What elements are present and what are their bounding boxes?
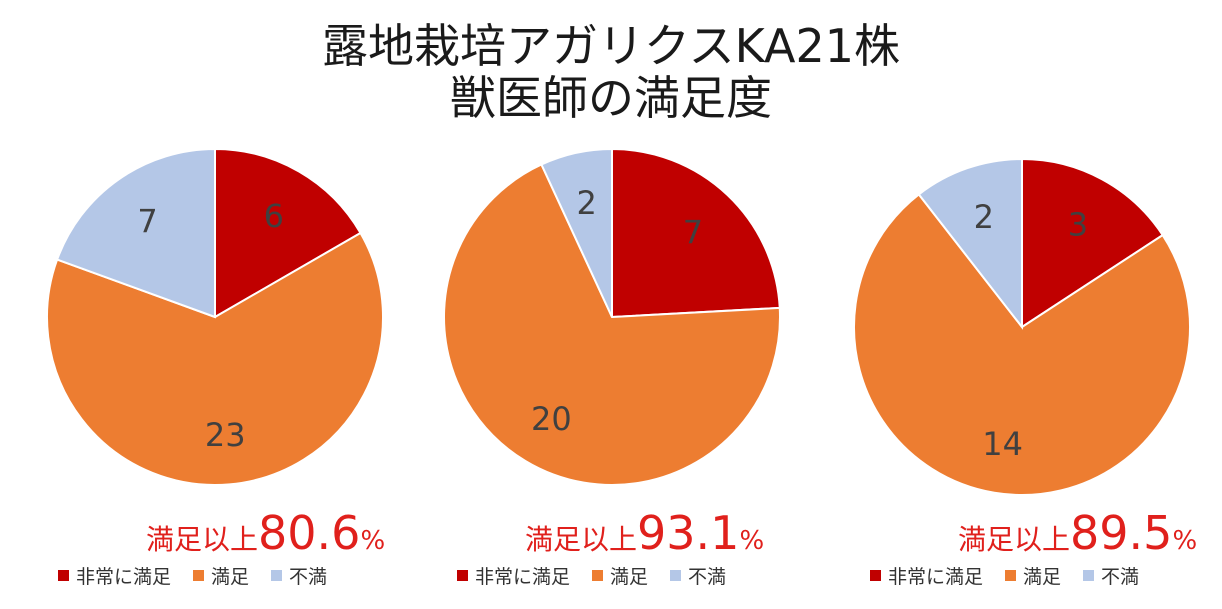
pie-slice-very-satisfied [611, 147, 781, 319]
legend-item-very-satisfied-1: 非常に満足 [58, 562, 171, 589]
pie-slice-satisfied [443, 163, 781, 486]
summary-1: 満足以上 80.6 % [146, 506, 385, 560]
legend-label: 不満 [1101, 566, 1140, 588]
data-label-very-satisfied: 6 [264, 197, 284, 235]
summary-label-3: 満足以上 [958, 523, 1071, 556]
pie-slice-dissatisfied [917, 157, 1023, 330]
legend-item-dissatisfied-2: 不満 [670, 562, 726, 589]
percent-sign-2: % [739, 526, 765, 556]
data-label-very-satisfied: 7 [683, 214, 703, 252]
legend-swatch [870, 570, 881, 581]
pie-slice-satisfied [46, 231, 384, 486]
data-label-satisfied: 23 [205, 416, 246, 454]
data-label-dissatisfied: 2 [577, 184, 597, 222]
legend-item-satisfied-3: 満足 [1005, 562, 1061, 589]
legend-label: 非常に満足 [888, 566, 984, 588]
legend-2: 非常に満足 満足 不満 [457, 562, 726, 589]
pie-chart-2: 7 20 2 満足以上 93.1 % 非常に満足 満足 不満 [407, 140, 817, 609]
data-label-dissatisfied: 2 [974, 198, 994, 236]
pie-slice-dissatisfied [55, 147, 216, 319]
summary-label-2: 満足以上 [525, 523, 638, 556]
legend-label: 不満 [688, 566, 727, 588]
pie-slice-satisfied [853, 193, 1191, 496]
legend-swatch [592, 570, 604, 581]
data-label-very-satisfied: 3 [1068, 206, 1088, 244]
legend-item-very-satisfied-2: 非常に満足 [457, 562, 570, 589]
percent-sign-3: % [1172, 526, 1198, 556]
legend-label: 満足 [211, 566, 250, 588]
summary-value-3: 89.5 [1070, 506, 1173, 560]
legend-swatch [58, 570, 69, 581]
legend-3: 非常に満足 満足 不満 [870, 562, 1139, 589]
legend-swatch [1083, 570, 1095, 581]
legend-swatch [670, 570, 682, 581]
pie-chart-3: 3 14 2 満足以上 89.5 % 非常に満足 満足 不満 [808, 140, 1218, 609]
pie-slice-very-satisfied [214, 147, 362, 319]
percent-sign-1: % [360, 526, 386, 556]
legend-item-satisfied-1: 満足 [193, 562, 249, 589]
legend-swatch [457, 570, 468, 581]
summary-label-1: 満足以上 [146, 523, 259, 556]
title-line-2: 獣医師の満足度 [450, 71, 772, 125]
title-line-1: 露地栽培アガリクスKA21株 [322, 19, 900, 73]
pie-chart-1-svg: 6 23 7 [46, 147, 384, 486]
chart-title: 露地栽培アガリクスKA21株 獣医師の満足度 [0, 20, 1222, 124]
legend-label: 非常に満足 [76, 566, 172, 588]
data-label-satisfied: 14 [982, 425, 1023, 463]
pie-chart-1: 6 23 7 満足以上 80.6 % 非常に満足 満足 不満 [10, 140, 420, 609]
legend-label: 不満 [289, 566, 328, 588]
summary-value-2: 93.1 [637, 506, 740, 560]
legend-1: 非常に満足 満足 不満 [58, 562, 327, 589]
pie-slice-dissatisfied [540, 147, 613, 318]
data-label-satisfied: 20 [531, 400, 572, 438]
legend-swatch [193, 570, 205, 581]
legend-swatch [1005, 570, 1017, 581]
legend-label: 満足 [1023, 566, 1062, 588]
legend-swatch [271, 570, 283, 581]
legend-label: 非常に満足 [475, 566, 571, 588]
data-label-dissatisfied: 7 [137, 203, 157, 241]
pie-slice-very-satisfied [1021, 157, 1165, 329]
legend-item-dissatisfied-3: 不満 [1083, 562, 1139, 589]
summary-2: 満足以上 93.1 % [525, 506, 764, 560]
legend-item-dissatisfied-1: 不満 [271, 562, 327, 589]
legend-label: 満足 [610, 566, 649, 588]
summary-3: 満足以上 89.5 % [958, 506, 1197, 560]
summary-value-1: 80.6 [258, 506, 361, 560]
pie-chart-2-svg: 7 20 2 [443, 147, 781, 486]
pie-chart-3-svg: 3 14 2 [853, 157, 1191, 496]
legend-item-very-satisfied-3: 非常に満足 [870, 562, 983, 589]
legend-item-satisfied-2: 満足 [592, 562, 648, 589]
